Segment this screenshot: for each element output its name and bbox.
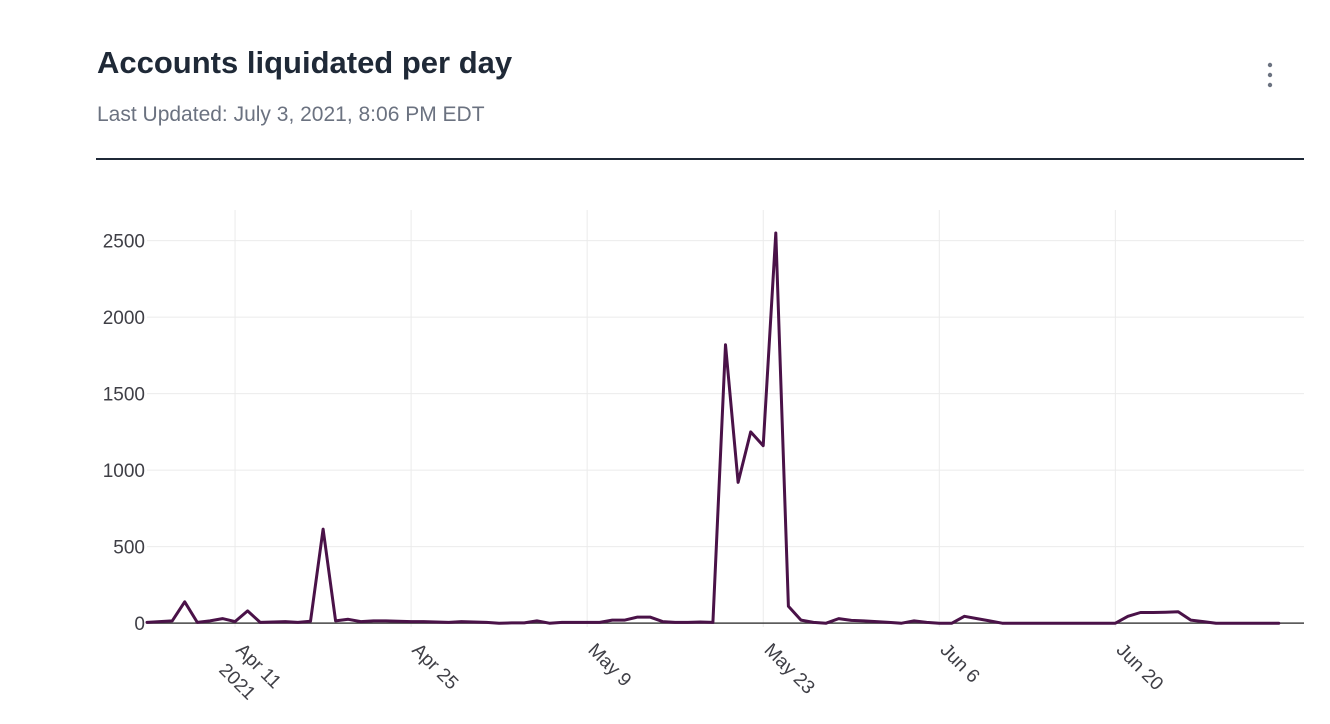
more-options-button[interactable]: [1255, 58, 1285, 92]
y-tick-label: 1500: [103, 385, 145, 406]
y-tick-label: 1000: [103, 461, 145, 482]
series-layer: [145, 231, 1281, 625]
y-tick-label: 0: [134, 614, 145, 635]
y-tick-label: 2500: [103, 232, 145, 253]
x-tick-label: Apr 25: [408, 640, 462, 694]
y-tick-label: 500: [113, 538, 145, 559]
chart-title: Accounts liquidated per day: [97, 45, 513, 80]
x-tick-label: May 9: [584, 640, 635, 691]
y-tick-label: 2000: [103, 308, 145, 329]
header-divider: [96, 158, 1304, 160]
x-tick-label: May 23: [760, 640, 819, 699]
grid-layer: [147, 210, 1304, 627]
series-line[interactable]: [145, 231, 1281, 625]
chart-header: Accounts liquidated per day Last Updated…: [97, 44, 1304, 127]
last-updated-text: Last Updated: July 3, 2021, 8:06 PM EDT: [97, 103, 485, 127]
x-tick-label: Jun 6: [936, 640, 984, 688]
x-tick-label: Jun 20: [1112, 640, 1167, 695]
kebab-menu-icon: [1267, 62, 1273, 88]
